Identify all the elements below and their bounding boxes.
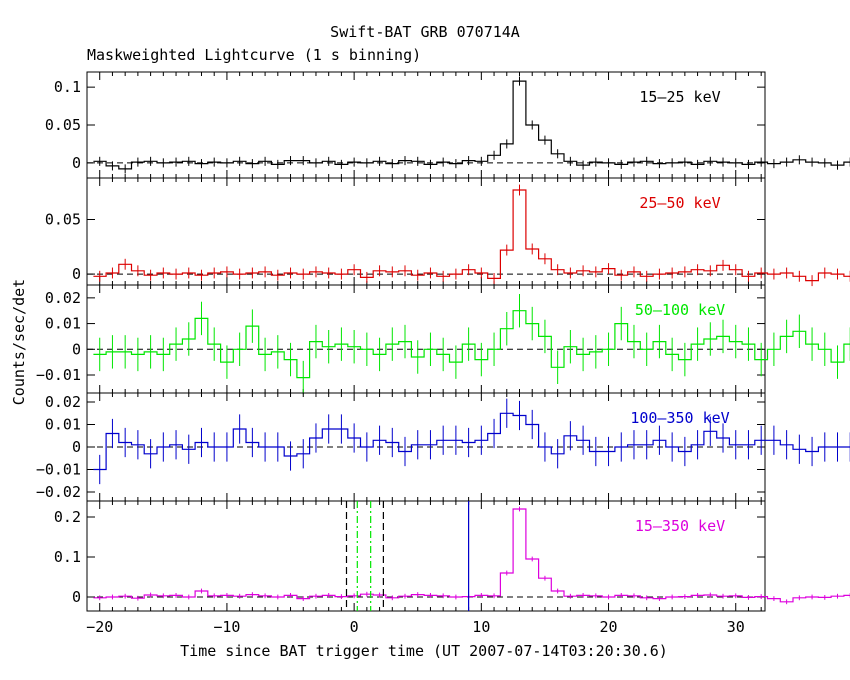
x-tick-label: 10 — [472, 618, 490, 636]
y-tick-label: 0 — [72, 340, 81, 358]
band-label: 15–350 keV — [635, 517, 725, 535]
y-tick-label: −0.01 — [36, 366, 81, 384]
panels-group: 0 0.05 0.1 15–25 keV 0 0.05 25–50 keV 0.02 0.01 0… — [36, 71, 850, 636]
x-tick-label: −20 — [86, 618, 113, 636]
band-label: 50–100 keV — [635, 301, 725, 319]
y-tick-label: 0.01 — [45, 416, 81, 434]
series-line — [93, 508, 850, 603]
series-line — [93, 310, 850, 379]
x-axis-label: Time since BAT trigger time (UT 2007-07-… — [180, 642, 668, 660]
y-tick-label: 0 — [72, 265, 81, 283]
y-tick-label: −0.02 — [36, 483, 81, 501]
y-tick-label: 0.2 — [54, 508, 81, 526]
band-label: 15–25 keV — [639, 88, 720, 106]
y-tick-label: 0 — [72, 154, 81, 172]
y-tick-label: 0.02 — [45, 289, 81, 307]
y-tick-label: 0.05 — [45, 210, 81, 228]
panel-frame — [86, 500, 766, 612]
y-tick-label: 0 — [72, 588, 81, 606]
y-tick-label: 0.01 — [45, 315, 81, 333]
y-tick-label: 0.1 — [54, 78, 81, 96]
chart-subtitle: Maskweighted Lightcurve (1 s binning) — [87, 46, 421, 64]
x-tick-label: 0 — [350, 618, 359, 636]
band-label: 100–350 keV — [630, 409, 729, 427]
y-tick-label: 0.02 — [45, 393, 81, 411]
y-tick-label: 0 — [72, 438, 81, 456]
band-label: 25–50 keV — [639, 194, 720, 212]
y-tick-label: 0.05 — [45, 116, 81, 134]
y-axis-label: Counts/sec/det — [10, 279, 28, 405]
x-tick-label: 20 — [600, 618, 618, 636]
x-tick-label: 30 — [727, 618, 745, 636]
y-tick-label: 0.1 — [54, 548, 81, 566]
series-line — [93, 412, 850, 471]
chart-title: Swift-BAT GRB 070714A — [330, 23, 520, 41]
x-tick-label: −10 — [213, 618, 240, 636]
y-tick-label: −0.01 — [36, 461, 81, 479]
series-line — [93, 80, 850, 170]
series-line — [93, 189, 850, 282]
